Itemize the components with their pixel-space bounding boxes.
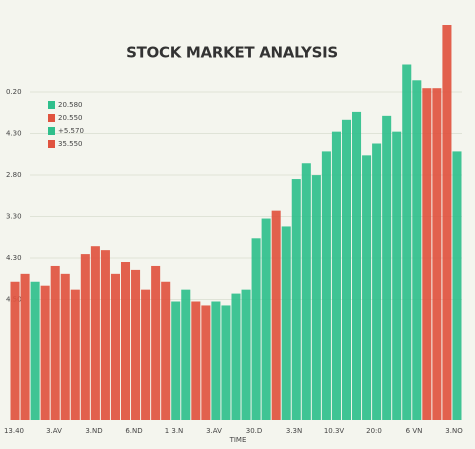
x-tick-label: 3.NO — [445, 427, 463, 435]
bar — [141, 289, 151, 420]
y-tick-label: 3.30 — [6, 213, 22, 221]
bar — [20, 273, 30, 420]
bar — [281, 226, 291, 420]
bar — [171, 301, 181, 420]
x-tick-label: 20:0 — [366, 427, 382, 435]
bar — [331, 131, 341, 420]
bar — [231, 293, 241, 420]
x-tick-label: 30.D — [246, 427, 263, 435]
bar — [151, 265, 161, 420]
bar — [70, 289, 80, 420]
bar — [201, 305, 211, 420]
y-tick-label: 4.30 — [6, 130, 22, 138]
bar — [392, 131, 402, 420]
bar — [100, 250, 110, 420]
bar — [432, 88, 442, 420]
x-tick-label: 3.AV — [206, 427, 222, 435]
bar — [372, 143, 382, 420]
bar — [362, 155, 372, 420]
y-tick-label: 4.30 — [6, 254, 22, 262]
bar — [120, 262, 131, 420]
x-tick-label: 13.40 — [4, 427, 24, 435]
legend-label: 20.580 — [58, 101, 83, 109]
bar — [261, 218, 271, 420]
x-tick-label: 3.ND — [85, 427, 102, 435]
bar — [40, 285, 50, 420]
legend-swatch — [48, 140, 55, 148]
bar — [341, 119, 352, 421]
bar — [422, 88, 432, 420]
bar — [221, 305, 231, 420]
bar — [80, 254, 90, 420]
bar — [60, 273, 70, 420]
x-tick-label: 1 3.N — [165, 427, 184, 435]
bar — [241, 289, 251, 420]
legend-label: +5.570 — [58, 127, 84, 135]
chart-title: STOCK MARKET ANALYSIS — [126, 44, 338, 62]
bar — [181, 289, 191, 420]
bar — [311, 175, 321, 420]
legend-swatch — [48, 114, 55, 122]
bar — [442, 25, 452, 420]
bar — [211, 301, 221, 420]
bar — [110, 273, 120, 420]
bar — [251, 238, 261, 420]
bar — [412, 80, 422, 421]
legend-swatch — [48, 127, 55, 135]
x-tick-label: 3.3N — [286, 427, 302, 435]
x-tick-label: 6 VN — [406, 427, 423, 435]
bar — [161, 281, 171, 420]
x-tick-label: 10.3V — [324, 427, 345, 435]
bar — [90, 246, 100, 420]
bar — [271, 210, 281, 420]
bar — [452, 151, 462, 420]
x-tick-label: 6.ND — [125, 427, 142, 435]
bar — [291, 179, 301, 420]
y-tick-label: 0.20 — [6, 88, 22, 96]
bar — [402, 64, 412, 420]
legend-swatch — [48, 101, 55, 109]
bar — [30, 281, 40, 420]
legend-label: 20.550 — [58, 114, 83, 122]
bar — [131, 269, 141, 420]
bar — [382, 115, 392, 420]
bar — [50, 265, 60, 420]
x-axis-label: TIME — [229, 436, 247, 444]
bar — [191, 301, 201, 420]
bar — [10, 281, 20, 420]
bar — [352, 111, 362, 421]
y-tick-label: 2.80 — [6, 171, 22, 179]
bar — [321, 151, 331, 420]
legend-label: 35.550 — [58, 140, 83, 148]
bar — [301, 163, 311, 420]
x-tick-label: 3.AV — [46, 427, 62, 435]
